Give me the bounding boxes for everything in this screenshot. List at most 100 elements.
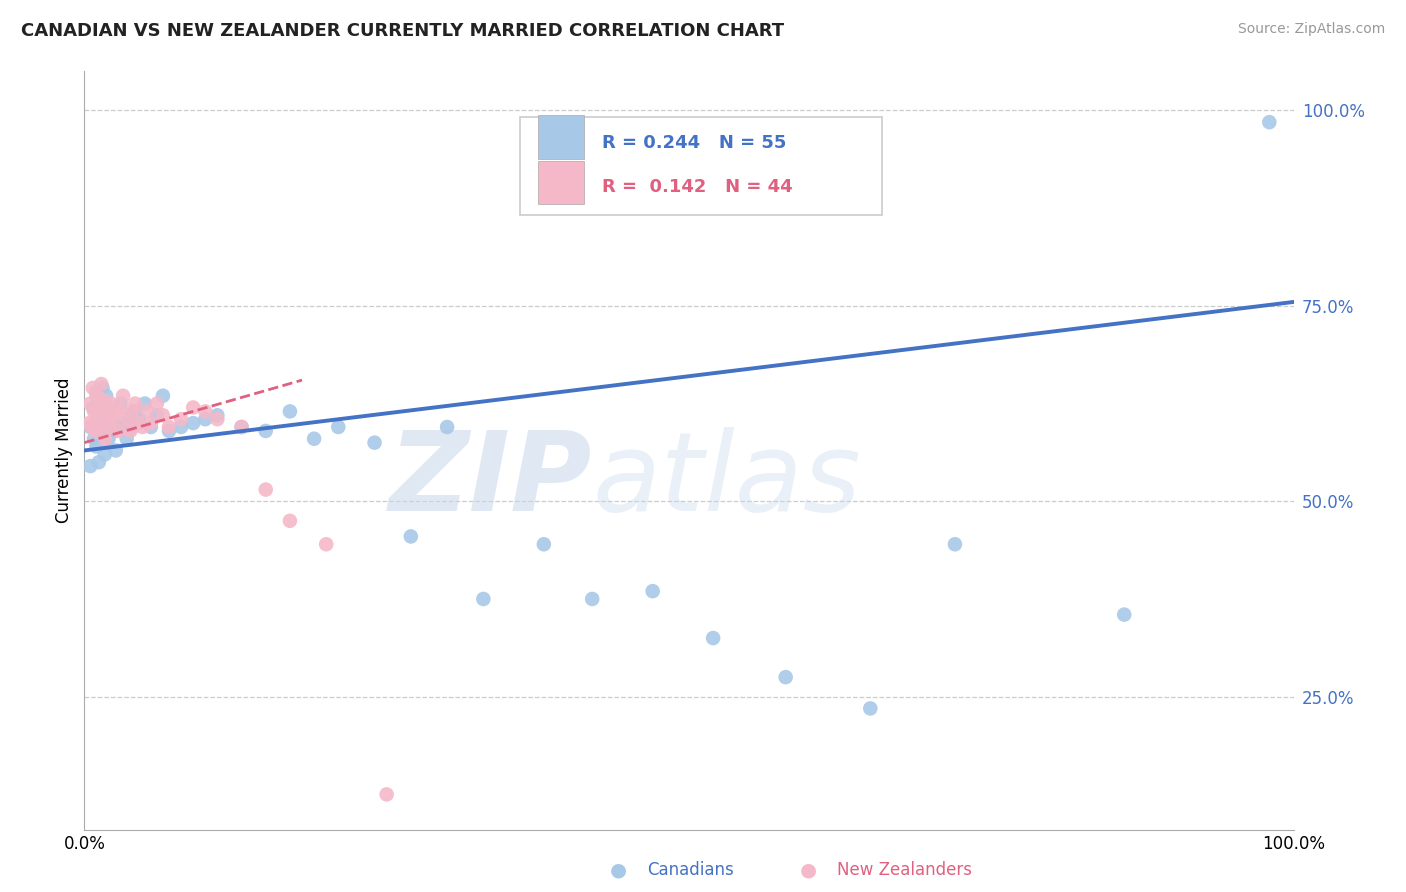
Text: ●: ●	[610, 860, 627, 880]
Point	[472, 591, 495, 606]
Point	[152, 409, 174, 423]
Point	[124, 404, 146, 418]
Point	[120, 424, 142, 438]
Point	[775, 670, 797, 684]
Point	[207, 409, 229, 423]
Point	[77, 416, 100, 430]
Point	[302, 432, 325, 446]
Point	[83, 432, 105, 446]
Text: R =  0.142   N = 44: R = 0.142 N = 44	[602, 178, 793, 195]
Point	[121, 420, 143, 434]
Point	[194, 404, 217, 418]
Point	[80, 420, 103, 434]
Point	[82, 401, 104, 415]
Point	[94, 396, 117, 410]
Text: Source: ZipAtlas.com: Source: ZipAtlas.com	[1237, 22, 1385, 37]
Point	[97, 420, 120, 434]
Point	[124, 396, 146, 410]
Point	[1114, 607, 1136, 622]
Text: New Zealanders: New Zealanders	[837, 861, 972, 879]
FancyBboxPatch shape	[520, 117, 883, 216]
Point	[363, 435, 385, 450]
Point	[254, 483, 277, 497]
Point	[146, 396, 169, 410]
Point	[115, 412, 138, 426]
Point	[91, 381, 114, 395]
Point	[110, 396, 132, 410]
Point	[86, 389, 108, 403]
Point	[581, 591, 603, 606]
Point	[139, 420, 162, 434]
Point	[104, 404, 127, 418]
Point	[157, 424, 180, 438]
Point	[86, 440, 108, 454]
Point	[139, 416, 162, 430]
Point	[115, 432, 138, 446]
Point	[315, 537, 337, 551]
Bar	[538, 161, 583, 204]
Point	[94, 389, 117, 403]
Point	[100, 416, 122, 430]
Point	[131, 420, 153, 434]
Point	[91, 392, 114, 407]
Point	[1258, 115, 1281, 129]
Point	[103, 412, 125, 426]
Point	[89, 420, 111, 434]
Point	[146, 409, 169, 423]
Point	[128, 412, 150, 426]
Point	[181, 401, 204, 415]
Point	[97, 404, 120, 418]
Point	[328, 420, 350, 434]
Text: CANADIAN VS NEW ZEALANDER CURRENTLY MARRIED CORRELATION CHART: CANADIAN VS NEW ZEALANDER CURRENTLY MARR…	[21, 22, 785, 40]
Point	[100, 396, 122, 410]
Point	[97, 432, 120, 446]
Point	[86, 416, 108, 430]
Point	[86, 384, 108, 399]
Point	[278, 404, 301, 418]
Bar	[538, 115, 583, 159]
Point	[91, 424, 114, 438]
Point	[87, 401, 110, 415]
Point	[87, 455, 110, 469]
Point	[943, 537, 966, 551]
Point	[107, 424, 129, 438]
Text: R = 0.244   N = 55: R = 0.244 N = 55	[602, 134, 786, 152]
Point	[104, 443, 127, 458]
Text: ●: ●	[800, 860, 817, 880]
Point	[134, 396, 156, 410]
Point	[94, 447, 117, 461]
Point	[84, 424, 107, 438]
Text: ZIP: ZIP	[388, 427, 592, 534]
Point	[93, 416, 115, 430]
Point	[399, 529, 422, 543]
Point	[79, 420, 101, 434]
Point	[93, 416, 115, 430]
Point	[194, 412, 217, 426]
Point	[152, 389, 174, 403]
Point	[231, 420, 253, 434]
Point	[207, 412, 229, 426]
Text: Canadians: Canadians	[647, 861, 734, 879]
Point	[90, 377, 112, 392]
Point	[533, 537, 555, 551]
Text: atlas: atlas	[592, 427, 860, 534]
Point	[278, 514, 301, 528]
Point	[91, 396, 114, 410]
Point	[254, 424, 277, 438]
Point	[181, 416, 204, 430]
Point	[79, 459, 101, 474]
Point	[112, 416, 135, 430]
Point	[112, 389, 135, 403]
Point	[82, 381, 104, 395]
Point	[128, 416, 150, 430]
Point	[436, 420, 458, 434]
Point	[170, 412, 193, 426]
Point	[375, 788, 398, 802]
Point	[104, 424, 127, 438]
Point	[641, 584, 664, 599]
Point	[859, 701, 882, 715]
Point	[231, 420, 253, 434]
Point	[96, 409, 118, 423]
Point	[91, 404, 114, 418]
Point	[110, 401, 132, 415]
